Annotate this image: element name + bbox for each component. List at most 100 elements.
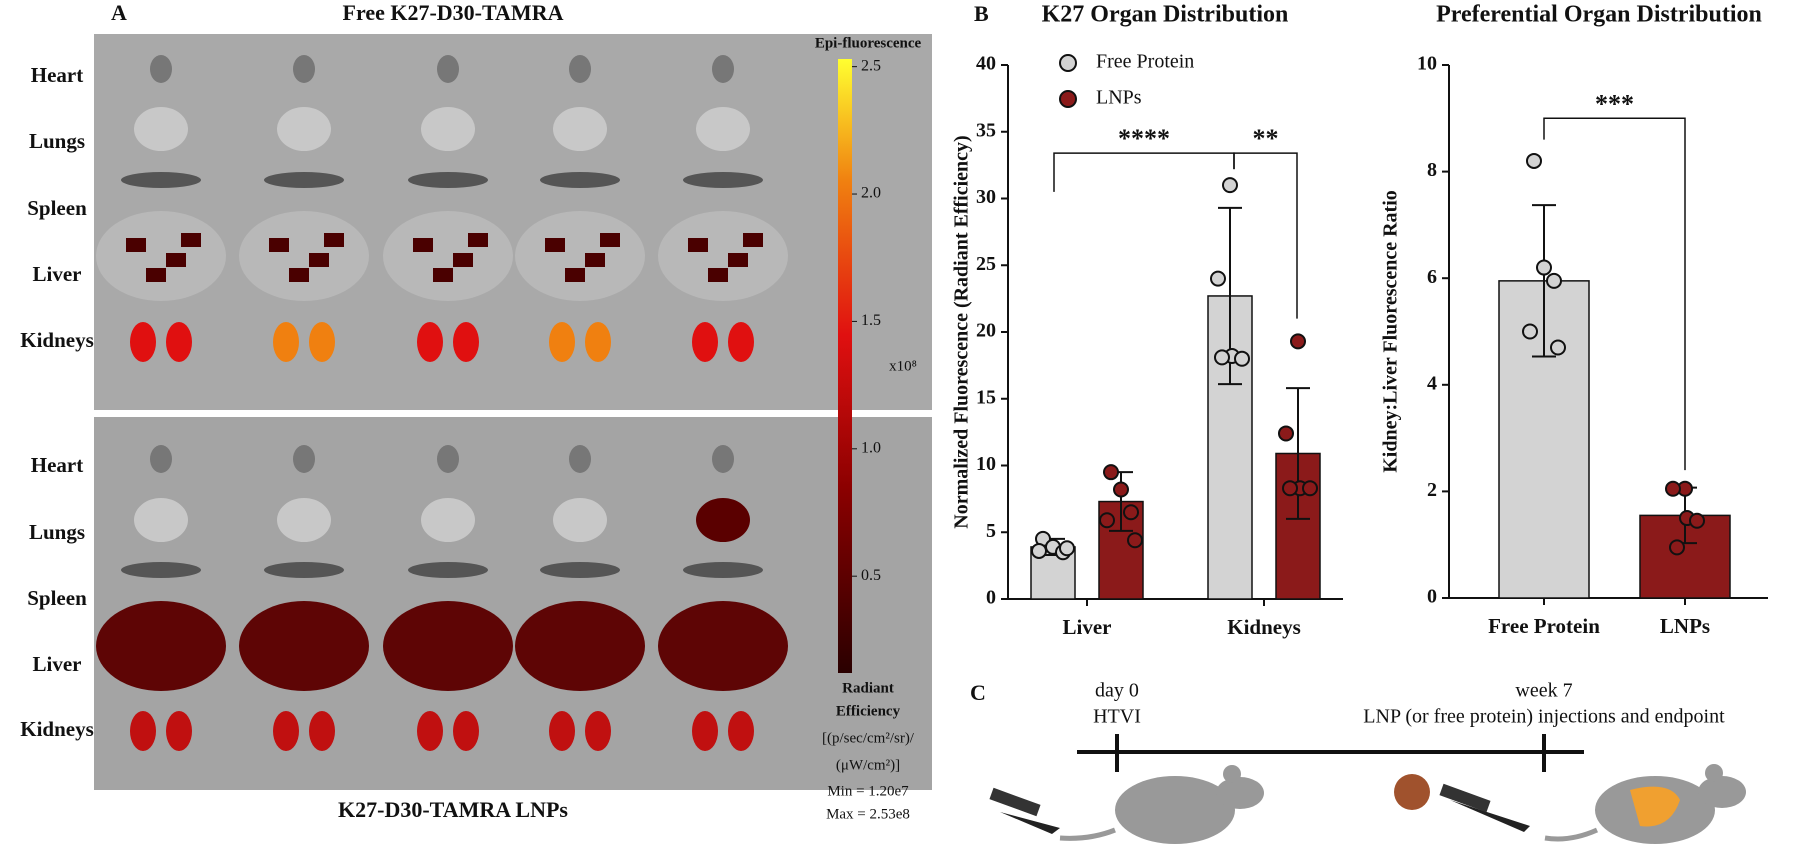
panel-label: A	[111, 0, 127, 25]
colorbar-tick-label: 1.5	[861, 312, 881, 329]
heart	[293, 445, 315, 473]
liver-signal	[688, 238, 708, 252]
lungs	[421, 107, 475, 151]
liver	[383, 601, 513, 691]
significance-label: ***	[1595, 89, 1634, 118]
colorbar-unit: [(p/sec/cm²/sr)/	[822, 730, 915, 746]
organ-label: Liver	[33, 652, 82, 676]
lungs	[134, 498, 188, 542]
lungs	[696, 107, 750, 151]
data-point	[1123, 504, 1139, 521]
liver-signal	[545, 238, 565, 252]
spleen	[121, 172, 201, 188]
colorbar-tick-label: 2.5	[861, 57, 881, 74]
organ-label: Heart	[31, 63, 83, 87]
data-point	[1522, 323, 1538, 340]
liver	[383, 211, 513, 301]
data-point	[1689, 512, 1705, 529]
liver-signal	[126, 238, 146, 252]
data-point	[1550, 339, 1566, 356]
colorbar-min: Min = 1.20e7	[827, 783, 909, 799]
significance-label: **	[1253, 124, 1279, 153]
kidney	[273, 322, 299, 362]
error-bar	[1532, 204, 1556, 358]
event-description: LNP (or free protein) injections and end…	[1363, 706, 1725, 728]
y-tick-label: 8	[1427, 159, 1437, 181]
y-tick-label: 6	[1427, 266, 1437, 288]
lungs	[277, 498, 331, 542]
organ-label: Spleen	[27, 586, 87, 610]
significance-bracket	[1543, 117, 1686, 471]
y-tick-label: 0	[986, 587, 996, 609]
colorbar-unit: (μW/cm²)]	[836, 757, 900, 773]
data-point	[1536, 259, 1552, 276]
organ-images	[96, 55, 788, 751]
liver	[239, 601, 369, 691]
spleen	[264, 172, 344, 188]
chart-title: Preferential Organ Distribution	[1436, 2, 1762, 28]
liver-signal	[600, 233, 620, 247]
colorbar-tick-label: 0.5	[861, 567, 881, 584]
data-point	[1103, 464, 1119, 481]
y-axis-label: Kidney:Liver Fluorescence Ratio	[1380, 190, 1402, 473]
y-tick-label: 10	[1417, 53, 1437, 75]
spleen	[540, 562, 620, 578]
spleen	[683, 562, 763, 578]
error-bar	[1286, 387, 1310, 520]
liver	[515, 211, 645, 301]
liver-signal	[708, 268, 728, 282]
data-point	[1665, 480, 1681, 497]
liver	[658, 601, 788, 691]
liver	[239, 211, 369, 301]
heart	[569, 55, 591, 83]
heart	[712, 445, 734, 473]
legend-label: Free Protein	[1096, 51, 1194, 73]
kidney	[692, 322, 718, 362]
kidney	[417, 322, 443, 362]
data-point	[1234, 350, 1250, 367]
image-top	[94, 34, 932, 410]
heart	[569, 445, 591, 473]
event-time: day 0	[1095, 680, 1139, 702]
liver-signal	[324, 233, 344, 247]
kidney	[585, 711, 611, 751]
data-point	[1282, 480, 1298, 497]
kidney	[166, 711, 192, 751]
spleen	[121, 562, 201, 578]
kidney	[130, 711, 156, 751]
significance-label: ****	[1118, 124, 1170, 153]
x-tick-label: Liver	[1063, 615, 1112, 639]
y-tick-label: 5	[986, 520, 996, 542]
liver-signal	[289, 268, 309, 282]
mouse-illustrations	[989, 764, 1746, 844]
data-point	[1526, 152, 1542, 169]
y-tick-label: 2	[1427, 479, 1437, 501]
spleen	[408, 172, 488, 188]
kidney	[728, 711, 754, 751]
liver-signal	[309, 253, 329, 267]
heart	[712, 55, 734, 83]
liver-signal	[743, 233, 763, 247]
legend-marker	[1059, 90, 1077, 108]
lungs	[553, 498, 607, 542]
data-point	[1099, 512, 1115, 529]
liver-signal	[269, 238, 289, 252]
heart	[150, 55, 172, 83]
liver	[658, 211, 788, 301]
y-tick-label: 30	[976, 186, 996, 208]
lungs	[696, 498, 750, 542]
kidney	[549, 711, 575, 751]
kidney	[166, 322, 192, 362]
y-tick-label: 20	[976, 320, 996, 342]
organ-label: Lungs	[29, 129, 85, 153]
heart	[437, 445, 459, 473]
liver-signal	[181, 233, 201, 247]
y-tick-label: 15	[976, 386, 996, 408]
kidney	[417, 711, 443, 751]
panel-label: C	[970, 680, 986, 705]
liver-signal	[728, 253, 748, 267]
colorbar-tick-label: 1.0	[861, 439, 881, 456]
kidney	[728, 322, 754, 362]
colorbar-tick-label: 2.0	[861, 185, 881, 202]
